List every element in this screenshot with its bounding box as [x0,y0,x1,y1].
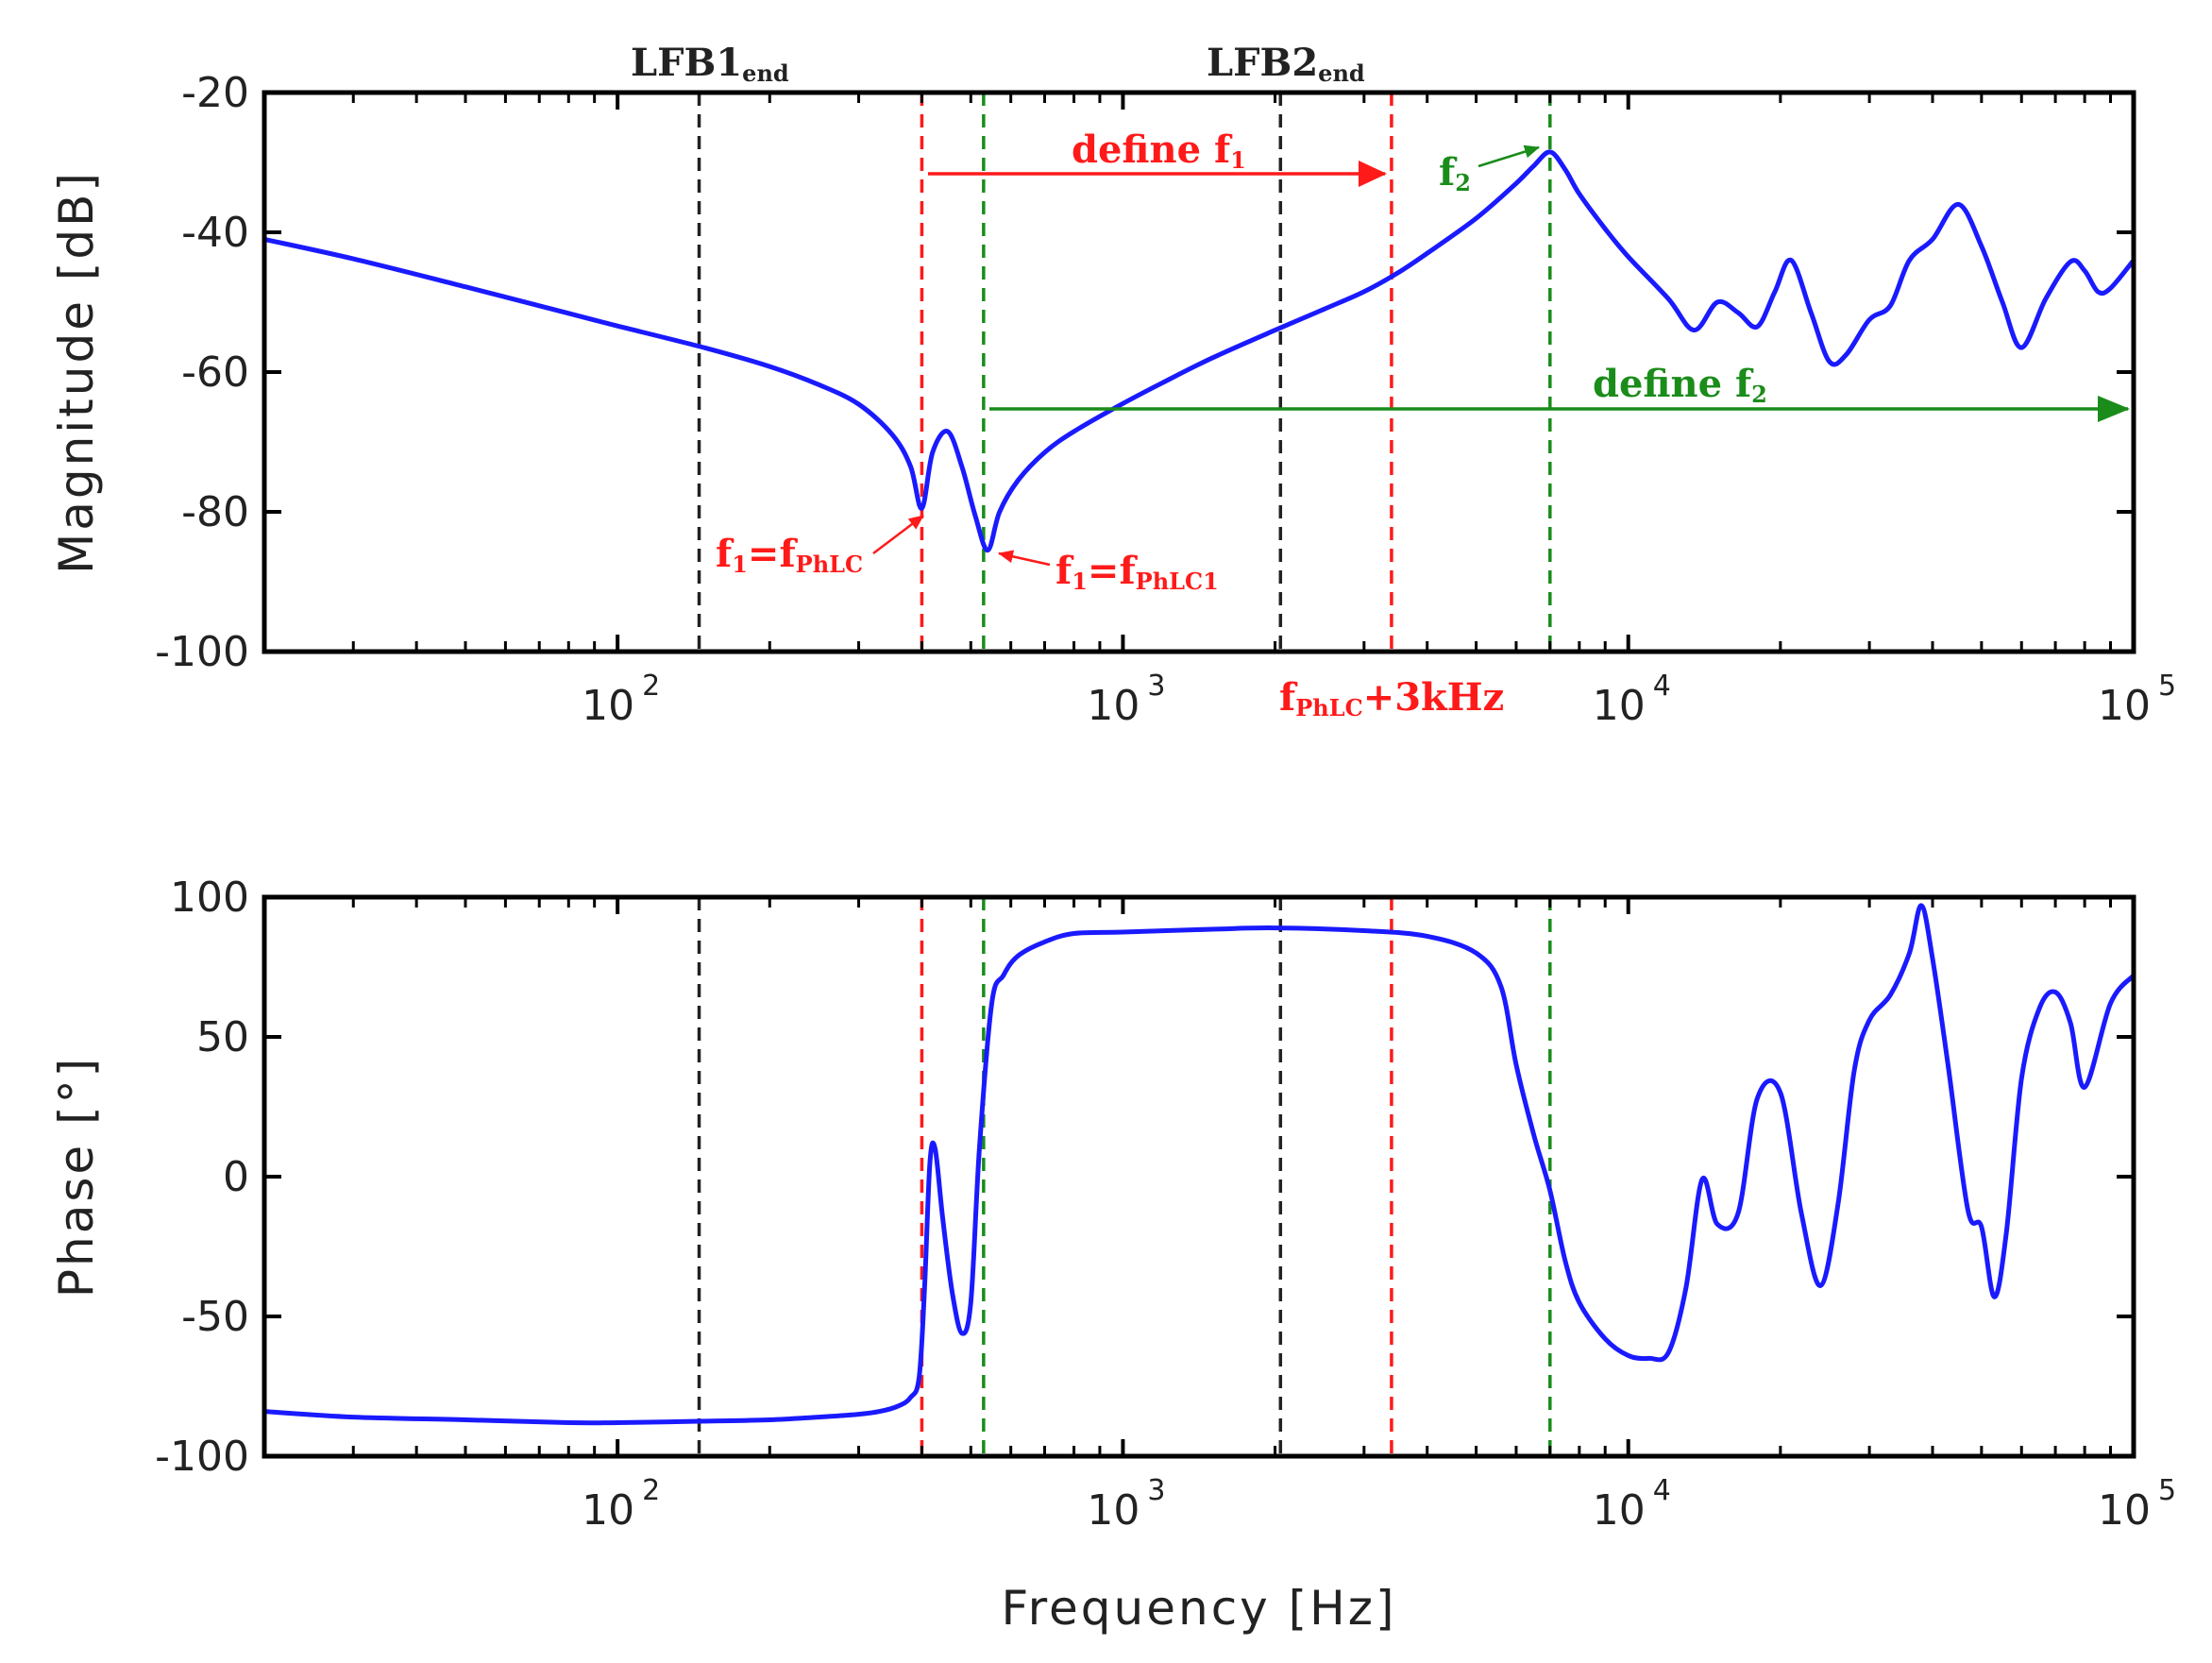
f2-label: f2 [1439,150,1471,196]
magnitude-y-axis-label: Magnitude [dB] [49,170,104,574]
phase-x-tick-label: 10 [2098,1486,2151,1535]
phase-series-line [262,903,2136,1426]
phase-reference-lines [697,897,1552,1456]
magnitude-x-tick-label: 10 [1087,682,1140,730]
magnitude-x-tick-exponent: 5 [2158,670,2176,703]
phase-plot-frame [262,894,2136,1459]
magnitude-reference-lines [697,93,1552,652]
magnitude-y-tick-label: -60 [181,348,249,397]
define-f2-label: define f2 [1593,362,1767,408]
phase-x-tick-exponent: 5 [2158,1474,2176,1507]
phase-x-ticks: 10 2 10 3 10 4 10 5 [582,1474,2176,1535]
phase-x-tick-label: 10 [1087,1486,1140,1535]
f1-fphlc-arrow [872,515,924,554]
phase-x-tick-label: 10 [582,1486,634,1535]
magnitude-x-ticks: 10 2 10 3 10 4 10 5 [582,670,2176,730]
f1-fphlc1-arrow [998,550,1051,567]
magnitude-x-tick-exponent: 3 [1147,670,1165,703]
magnitude-x-tick-label: 10 [1593,682,1646,730]
phase-y-tick-label: -100 [155,1433,249,1481]
magnitude-y-tick-label: -100 [155,628,249,676]
phase-x-tick-exponent: 4 [1653,1474,1671,1507]
define-f1-label: define f1 [1072,127,1246,174]
phase-minor-ticks [262,897,2113,1456]
magnitude-x-tick-exponent: 2 [642,670,660,703]
phase-x-tick-exponent: 2 [642,1474,660,1507]
magnitude-plot-frame [262,90,2136,654]
phase-y-axis-label: Phase [°] [49,1056,104,1298]
magnitude-panel: -20-40-60-80-100 10 2 10 3 10 4 10 5 Magnitude … [49,41,2176,730]
frequency-x-axis-label: Frequency [Hz] [1001,1581,1396,1636]
magnitude-x-tick-exponent: 4 [1653,670,1671,703]
magnitude-y-tick-label: -80 [181,488,249,536]
f1-fphlc-label: f1=fPhLC [716,532,863,578]
phase-x-tick-exponent: 3 [1147,1474,1165,1507]
phase-y-tick-label: 50 [196,1013,249,1061]
magnitude-x-tick-label: 10 [582,682,634,730]
magnitude-series-line [262,149,2136,553]
phase-y-tick-label: -50 [181,1293,249,1341]
f2-arrow [1477,144,1540,168]
phase-y-ticks: 100 50 0 -50 -100 [155,874,2134,1481]
phase-y-tick-label: 100 [170,874,249,922]
magnitude-y-tick-label: -20 [181,69,249,117]
magnitude-x-tick-label: 10 [2098,682,2151,730]
lfb1-end-label: LFB1end [631,41,789,87]
phase-x-tick-label: 10 [1593,1486,1646,1535]
fphlc-plus-3khz-label: fPhLC+3kHz [1279,675,1504,721]
magnitude-y-tick-label: -40 [181,209,249,257]
f1-fphlc1-label: f1=fPhLC1 [1055,549,1219,595]
lfb2-end-label: LFB2end [1207,41,1365,87]
phase-y-tick-label: 0 [223,1153,249,1201]
